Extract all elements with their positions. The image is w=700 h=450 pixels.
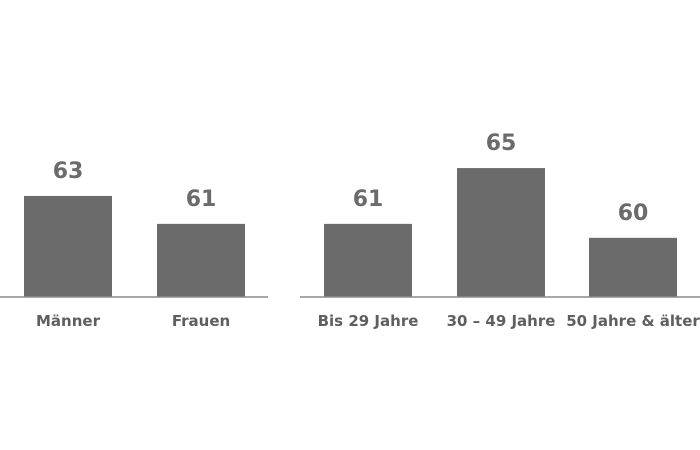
data-label: 63 — [53, 159, 84, 184]
bar — [324, 223, 412, 297]
category-label: Frauen — [172, 312, 230, 330]
data-label: 60 — [618, 201, 649, 226]
data-label: 61 — [186, 187, 217, 212]
bar — [157, 223, 245, 297]
data-label: 61 — [353, 187, 384, 212]
category-label: 50 Jahre & älter — [566, 312, 700, 330]
bar — [589, 237, 677, 297]
data-label: 65 — [486, 131, 517, 156]
bar — [24, 195, 112, 297]
category-label: Männer — [36, 312, 101, 330]
category-label: Bis 29 Jahre — [318, 312, 419, 330]
bar — [457, 168, 545, 297]
category-label: 30 – 49 Jahre — [447, 312, 556, 330]
